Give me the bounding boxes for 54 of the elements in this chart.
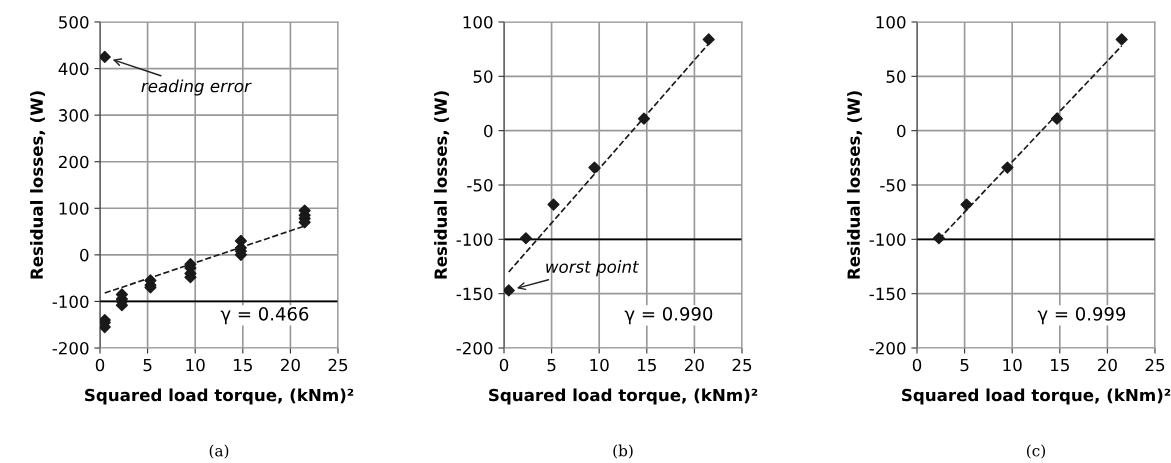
x-axis-title: Squared load torque, (kNm)² (902, 388, 1171, 405)
x-tick-label: 20 (281, 358, 300, 372)
annotation: γ = 0.999 (1037, 306, 1126, 325)
x-tick-label: 25 (732, 358, 752, 372)
x-axis-title: Squared load torque, (kNm)² (489, 388, 758, 405)
x-tick-label: 15 (234, 358, 252, 372)
annotation: γ = 0.466 (220, 306, 309, 325)
y-axis-title: Residual losses, (W) (434, 91, 450, 279)
annotation: worst point (546, 260, 640, 277)
y-tick-label: -50 (880, 178, 906, 192)
y-tick-label: 0 (897, 124, 906, 138)
y-tick-label: -100 (456, 233, 493, 246)
y-tick-label: -150 (869, 287, 906, 301)
x-tick-label: 15 (638, 358, 656, 372)
x-tick-label: 25 (1145, 358, 1165, 372)
y-tick-label: 500 (59, 15, 89, 29)
y-tick-label: 50 (886, 70, 906, 83)
y-tick-label: -100 (52, 295, 89, 308)
y-tick-label: 50 (473, 70, 493, 83)
y-tick-label: 0 (80, 248, 89, 262)
y-tick-label: -50 (467, 178, 493, 192)
y-tick-label: -200 (869, 341, 906, 355)
y-tick-label: -150 (456, 287, 493, 301)
y-tick-label: -100 (869, 233, 906, 246)
y-tick-label: 100 (463, 15, 493, 29)
x-tick-label: 0 (499, 358, 509, 372)
y-axis-title: Residual losses, (W) (30, 91, 46, 279)
text: (b) (613, 444, 633, 459)
y-tick-label: 300 (59, 109, 89, 122)
x-tick-label: 0 (912, 358, 922, 372)
y-tick-label: -200 (52, 341, 89, 355)
x-tick-label: 10 (1003, 358, 1022, 372)
x-tick-label: 20 (685, 358, 704, 372)
x-tick-label: 25 (328, 358, 348, 372)
y-tick-label: 200 (58, 155, 89, 169)
y-tick-label: -200 (456, 341, 493, 355)
annotation: reading error (141, 79, 252, 96)
y-tick-label: 100 (59, 202, 89, 215)
text: (a) (209, 444, 229, 459)
x-tick-label: 20 (1098, 358, 1117, 372)
y-tick-label: 400 (58, 62, 89, 76)
x-tick-label: 5 (143, 358, 152, 372)
x-tick-label: 15 (1051, 358, 1069, 372)
y-tick-label: 100 (876, 15, 906, 29)
x-axis-title: Squared load torque, (kNm)² (85, 388, 354, 405)
x-tick-label: 0 (95, 358, 105, 372)
x-tick-label: 5 (960, 358, 969, 372)
x-tick-label: 10 (590, 358, 609, 372)
x-tick-label: 5 (547, 358, 556, 372)
y-axis-title: Residual losses, (W) (847, 91, 863, 279)
text: (c) (1026, 444, 1046, 459)
annotation: γ = 0.990 (624, 306, 713, 325)
y-tick-label: 0 (484, 124, 493, 138)
x-tick-label: 10 (186, 358, 205, 372)
